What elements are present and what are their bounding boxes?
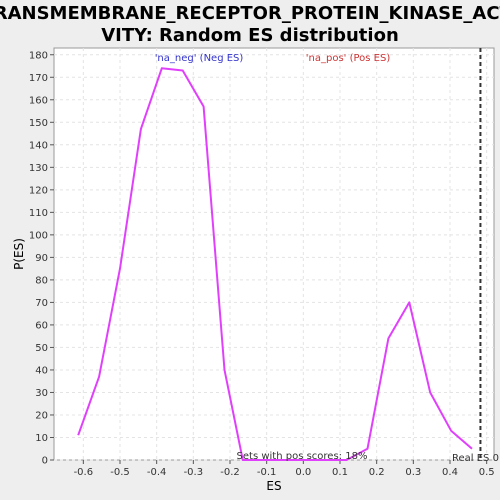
x-tick-label: -0.2 (220, 467, 240, 478)
x-axis-title: ES (266, 479, 281, 493)
y-tick-label: 90 (35, 253, 48, 264)
x-tick-label: -0.4 (147, 467, 167, 478)
y-tick-label: 160 (29, 95, 48, 106)
pos-es-label: 'na_pos' (Pos ES) (306, 53, 391, 64)
x-tick-label: 0.2 (369, 467, 385, 478)
real-es-label: Real ES 0 (452, 453, 499, 464)
sets-pos-scores-label: Sets with pos scores: 18% (237, 451, 368, 462)
y-tick-label: 50 (35, 343, 48, 354)
chart-title-line2: VITY: Random ES distribution (101, 25, 399, 46)
y-tick-label: 10 (35, 433, 48, 444)
y-tick-label: 30 (35, 388, 48, 399)
y-tick-label: 140 (29, 140, 48, 151)
chart-title-line1: TRANSMEMBRANE_RECEPTOR_PROTEIN_KINASE_AC… (0, 3, 500, 24)
x-tick-label: -0.6 (74, 467, 94, 478)
x-tick-label: 0.3 (405, 467, 421, 478)
y-tick-label: 80 (35, 275, 48, 286)
y-tick-label: 40 (35, 365, 48, 376)
y-tick-label: 70 (35, 298, 48, 309)
x-tick-label: 0.0 (295, 467, 311, 478)
y-tick-label: 60 (35, 320, 48, 331)
x-tick-label: -0.5 (110, 467, 130, 478)
y-tick-label: 180 (29, 50, 48, 61)
x-tick-label: -0.1 (257, 467, 277, 478)
x-tick-label: 0.5 (479, 467, 495, 478)
y-tick-label: 120 (29, 185, 48, 196)
neg-es-label: 'na_neg' (Neg ES) (155, 53, 244, 64)
y-tick-label: 100 (29, 230, 48, 241)
x-tick-label: -0.3 (184, 467, 204, 478)
y-tick-label: 20 (35, 410, 48, 421)
y-tick-label: 0 (42, 456, 48, 467)
y-tick-label: 110 (29, 208, 48, 219)
y-tick-label: 130 (29, 163, 48, 174)
x-tick-label: 0.4 (442, 467, 458, 478)
y-tick-label: 170 (29, 73, 48, 84)
x-tick-label: 0.1 (332, 467, 348, 478)
y-axis-title: P(ES) (12, 238, 26, 270)
y-tick-label: 150 (29, 118, 48, 129)
